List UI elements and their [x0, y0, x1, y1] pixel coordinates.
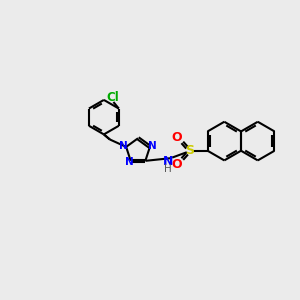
Text: N: N [163, 154, 173, 168]
Text: N: N [148, 141, 157, 151]
Text: Cl: Cl [106, 91, 118, 104]
Text: N: N [119, 141, 128, 151]
Text: O: O [172, 158, 182, 171]
Text: H: H [164, 164, 172, 174]
Text: N: N [125, 157, 134, 167]
Text: S: S [184, 144, 194, 157]
Text: O: O [172, 130, 182, 144]
